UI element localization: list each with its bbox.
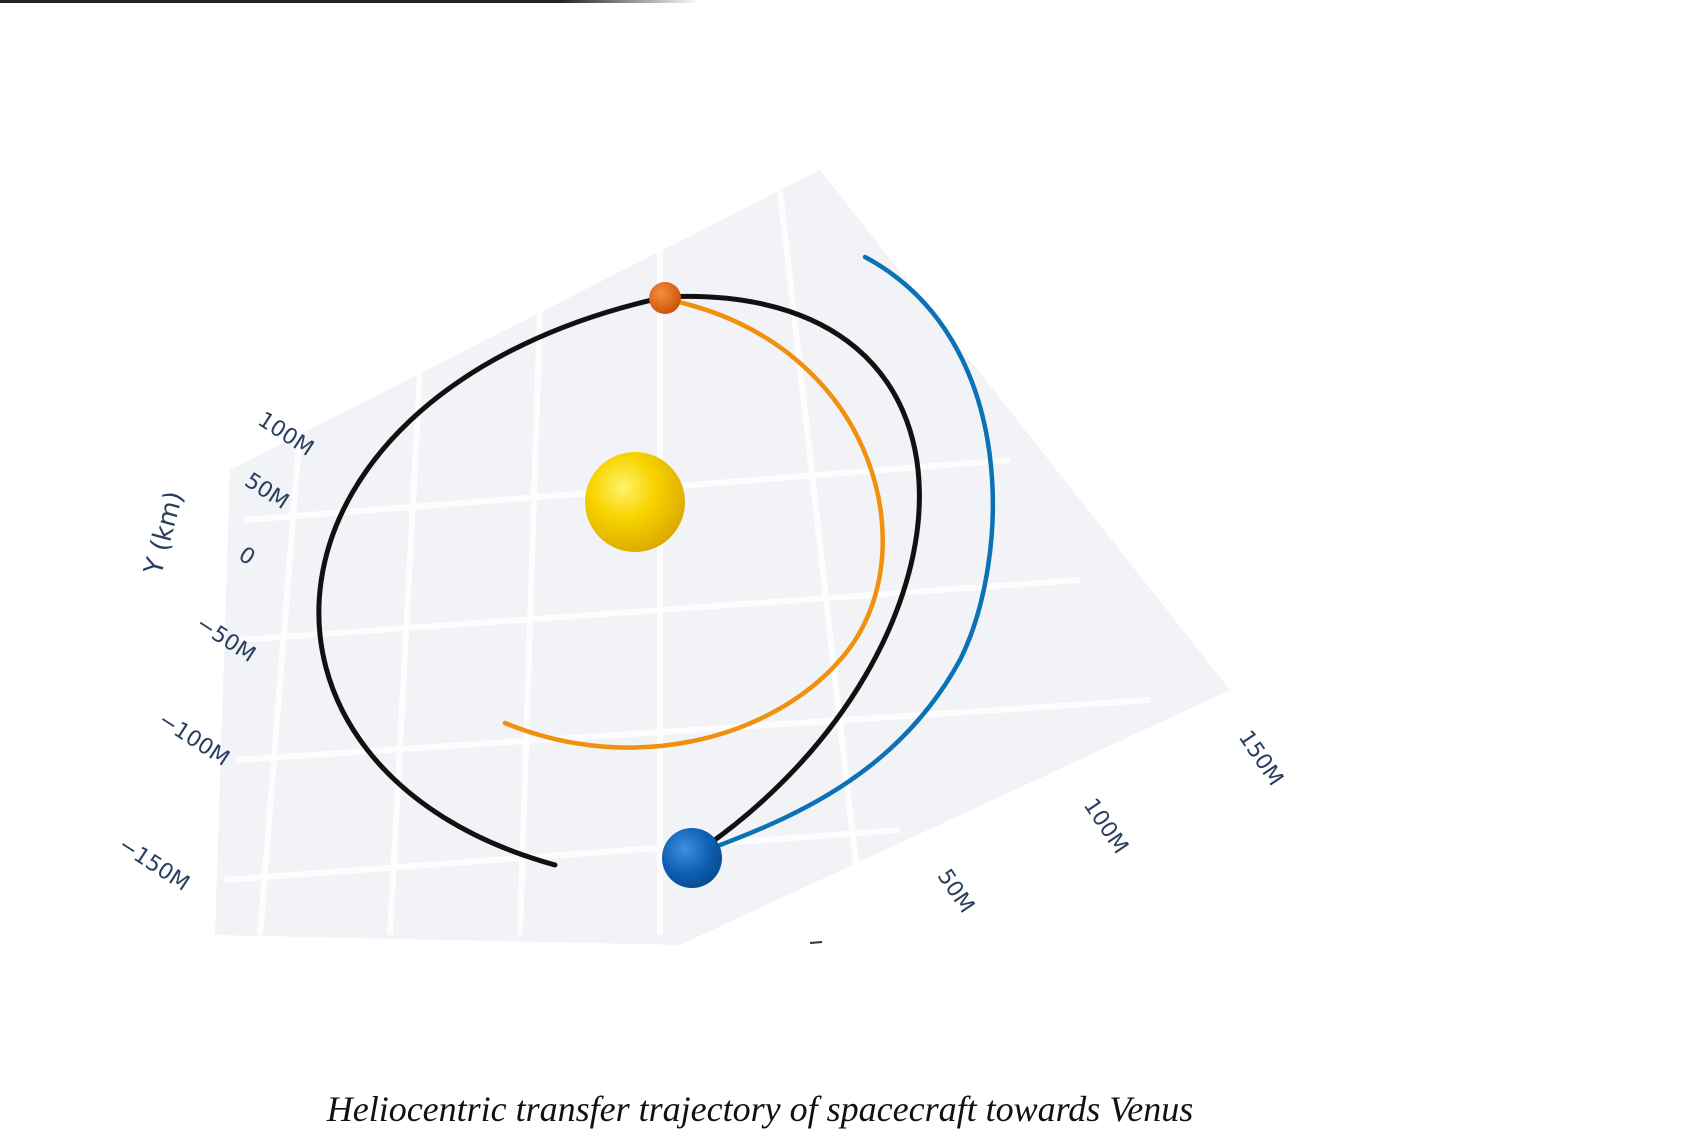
axis-stub xyxy=(809,941,823,944)
x-tick-label: 50M xyxy=(932,865,979,918)
bodies-layer xyxy=(585,282,722,888)
x-tick-label: 100M xyxy=(1078,794,1133,859)
x-tick-label: 150M xyxy=(1233,726,1288,791)
planet-orange-marker[interactable] xyxy=(649,282,681,314)
top-rule xyxy=(0,0,700,3)
grid-floor xyxy=(215,170,1230,945)
grid-plane xyxy=(215,170,1230,945)
y-tick-label: −150M xyxy=(113,832,193,896)
transfer-trajectory-blue[interactable] xyxy=(712,254,996,850)
y-axis-title: Y (km) xyxy=(139,488,190,579)
figure-caption: Heliocentric transfer trajectory of spac… xyxy=(326,1089,1194,1129)
planet-blue-marker[interactable] xyxy=(662,828,722,888)
sun-marker[interactable] xyxy=(585,452,685,552)
orbit-orange[interactable] xyxy=(502,297,885,750)
